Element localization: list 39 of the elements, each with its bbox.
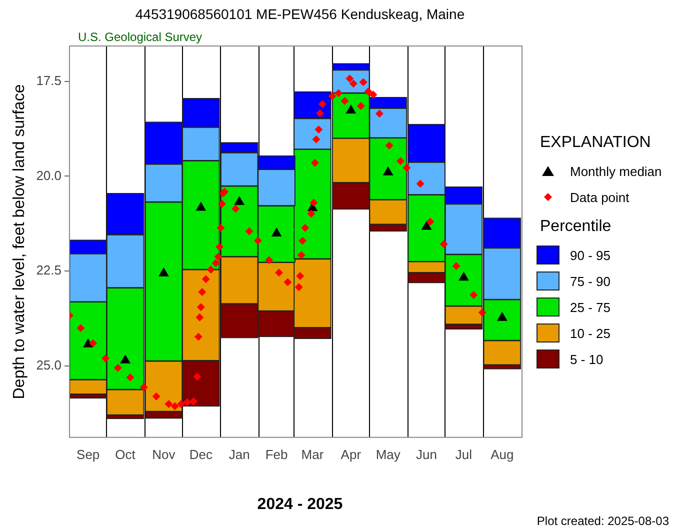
x-tick-label: Jan (228, 446, 250, 462)
legend-title: EXPLANATION (540, 134, 652, 152)
x-tick-label: Sep (76, 446, 100, 462)
legend-label: Monthly median (570, 164, 662, 178)
y-tick-label: 17.5 (36, 72, 62, 88)
x-tick-label: Dec (189, 446, 213, 462)
point (158, 267, 169, 276)
legend-label: 10 - 25 (570, 326, 610, 340)
text: Percentile (540, 218, 612, 236)
legend-label: 25 - 75 (570, 300, 610, 314)
point (196, 202, 206, 211)
point (421, 220, 432, 230)
legend-label: 5 - 10 (570, 352, 604, 366)
chart-title: 445319068560101 ME-PEW456 Kenduskeag, Maine (134, 6, 466, 22)
x-tick-label: Mar (301, 446, 324, 462)
y-tick-label: 22.5 (36, 262, 62, 278)
legend-label: 75 - 90 (570, 274, 610, 288)
point (234, 196, 245, 206)
x-axis-title: 2024 - 2025 (256, 496, 344, 514)
x-tick-label: Nov (152, 446, 176, 462)
x-tick-label: Feb (265, 446, 288, 462)
chart-subtitle: U.S. Geological Survey (78, 30, 202, 44)
point (346, 104, 356, 114)
x-tick-label: Aug (490, 446, 514, 462)
point (271, 228, 282, 237)
x-tick-label: Jun (416, 446, 438, 462)
point (120, 354, 130, 364)
legend-label: 90 - 95 (570, 248, 610, 262)
x-tick-label: Oct (115, 446, 136, 462)
point (382, 166, 394, 176)
y-tick-label: 20.0 (36, 168, 62, 183)
x-tick-label: Apr (340, 446, 362, 462)
legend-label: Data point (570, 190, 630, 204)
x-tick-label: May (376, 446, 401, 462)
y-tick-label: 25.0 (36, 358, 62, 373)
text: Plot created: 2025-08-03 (536, 514, 669, 528)
y-axis-title: Depth to water level, feet below land surface (11, 84, 28, 400)
point (458, 272, 469, 281)
x-tick-label: Jul (455, 446, 472, 462)
